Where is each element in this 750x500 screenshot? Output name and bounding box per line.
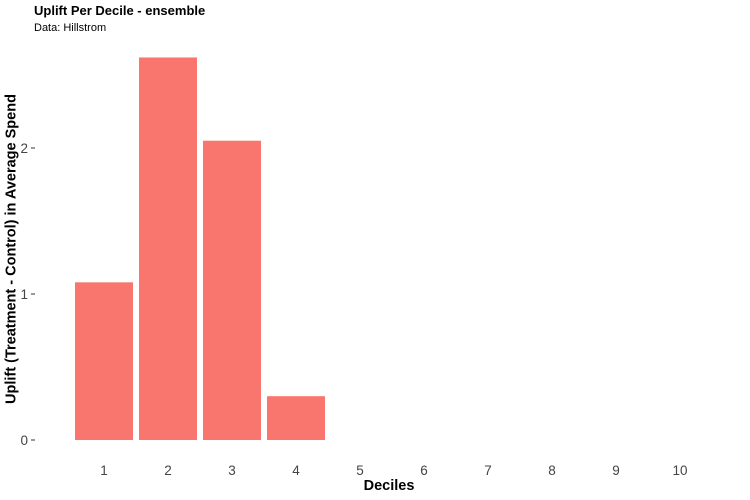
chart-title: Uplift Per Decile - ensemble	[34, 3, 206, 18]
bar-decile-4	[267, 396, 325, 440]
y-tick-label: 0	[20, 433, 28, 448]
x-tick-label: 6	[420, 463, 428, 478]
bar-decile-1	[75, 282, 133, 440]
x-tick-label: 4	[292, 463, 300, 478]
x-tick-label: 9	[612, 463, 620, 478]
x-tick-label: 3	[228, 463, 236, 478]
x-axis-label: Deciles	[363, 478, 415, 494]
x-tick-label: 8	[548, 463, 556, 478]
chart-subtitle: Data: Hillstrom	[34, 22, 107, 34]
bar-decile-3	[203, 140, 261, 440]
x-tick-label: 1	[100, 463, 108, 478]
x-tick-label: 10	[672, 463, 687, 478]
x-tick-label: 5	[356, 463, 364, 478]
y-tick-label: 2	[20, 141, 28, 156]
x-tick-label: 2	[164, 463, 172, 478]
y-tick-label: 1	[20, 287, 28, 302]
bar-decile-2	[139, 57, 197, 440]
x-tick-label: 7	[484, 463, 492, 478]
